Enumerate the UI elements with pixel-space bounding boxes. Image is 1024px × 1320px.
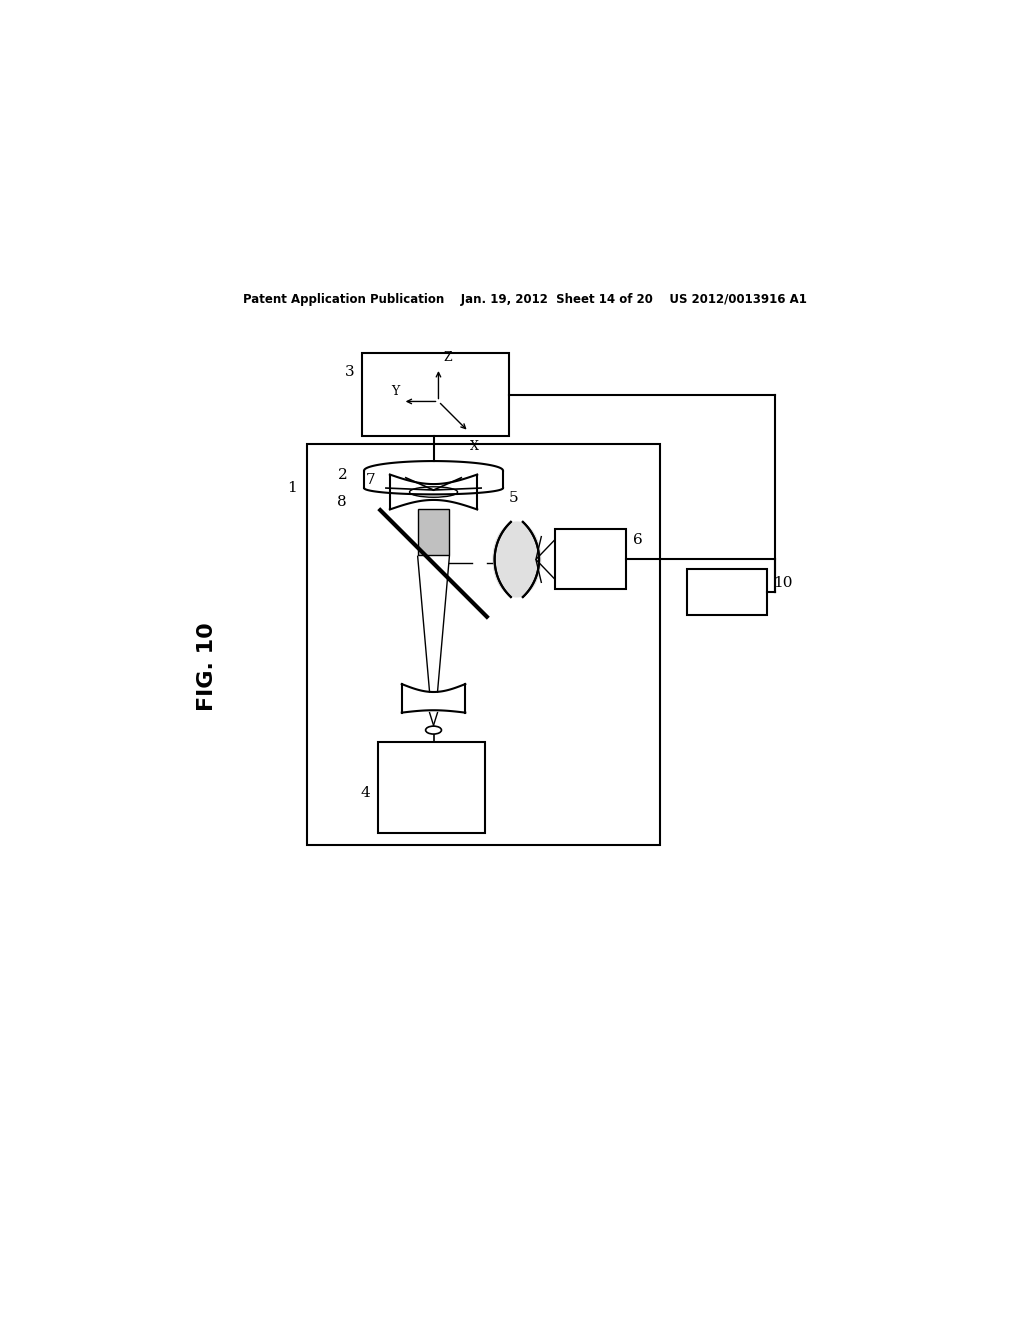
Text: Y: Y bbox=[391, 385, 399, 399]
Text: 4: 4 bbox=[360, 785, 371, 800]
Text: Patent Application Publication    Jan. 19, 2012  Sheet 14 of 20    US 2012/00139: Patent Application Publication Jan. 19, … bbox=[243, 293, 807, 306]
Text: 10: 10 bbox=[773, 577, 793, 590]
Text: FIG. 10: FIG. 10 bbox=[198, 622, 217, 711]
Bar bbox=[687, 569, 767, 615]
Bar bbox=[306, 445, 659, 845]
Text: 8: 8 bbox=[337, 495, 346, 510]
Text: X: X bbox=[470, 440, 478, 453]
Text: 3: 3 bbox=[345, 366, 354, 379]
Bar bbox=[362, 354, 509, 437]
Bar bbox=[378, 742, 485, 833]
Text: 7: 7 bbox=[367, 473, 376, 487]
Text: 2: 2 bbox=[338, 467, 348, 482]
Text: 5: 5 bbox=[509, 491, 518, 504]
Bar bbox=[418, 510, 450, 556]
Text: 6: 6 bbox=[633, 533, 642, 548]
Text: Z: Z bbox=[443, 351, 452, 364]
Ellipse shape bbox=[493, 521, 542, 598]
Bar bbox=[555, 529, 627, 589]
Text: 1: 1 bbox=[287, 482, 297, 495]
Ellipse shape bbox=[426, 726, 441, 734]
